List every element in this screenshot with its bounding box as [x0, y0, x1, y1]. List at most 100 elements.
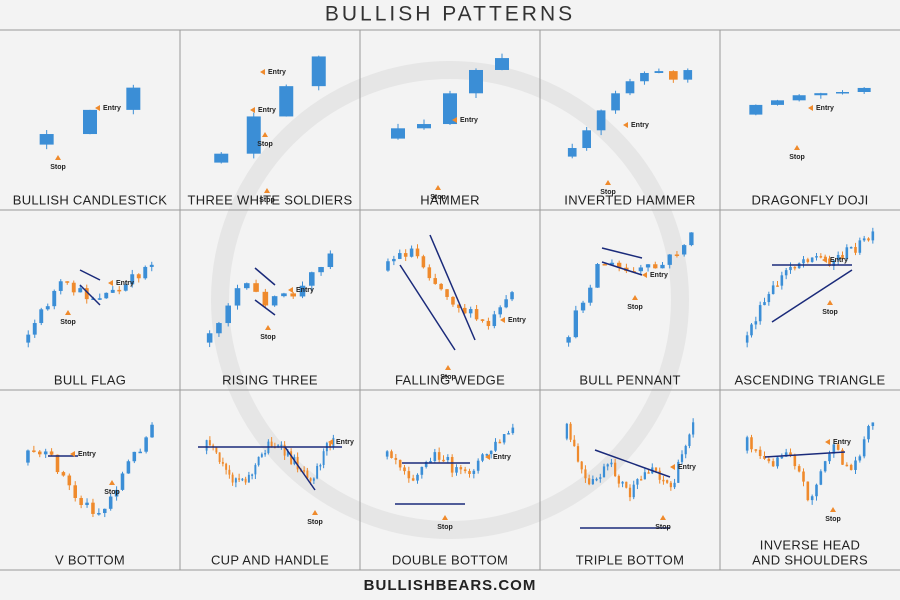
candle	[85, 502, 89, 505]
candle	[602, 466, 606, 478]
candle	[815, 484, 818, 497]
candle	[150, 424, 154, 438]
candle	[845, 247, 849, 259]
stop-arrow	[830, 507, 836, 512]
candle	[55, 454, 60, 473]
stop-arrow	[265, 325, 271, 330]
candle	[108, 496, 113, 509]
candle	[797, 466, 801, 472]
candle	[149, 264, 154, 267]
trend-line	[399, 264, 456, 351]
candle	[476, 460, 480, 471]
candle	[580, 461, 583, 470]
candle	[495, 58, 509, 70]
candle	[750, 437, 753, 450]
candle	[654, 71, 664, 73]
entry-arrow	[623, 122, 628, 128]
pattern-name: DRAGONFLY DOJI	[751, 192, 868, 207]
stop-arrow	[794, 145, 800, 150]
candle	[828, 258, 831, 267]
candle	[332, 437, 335, 447]
pattern-name: BULLISH CANDLESTICK	[13, 192, 168, 207]
candle	[254, 465, 257, 475]
entry-arrow	[328, 439, 333, 445]
candle	[602, 264, 607, 266]
candle	[322, 451, 325, 465]
candle	[784, 270, 788, 276]
candle	[283, 444, 286, 456]
candle	[463, 307, 467, 314]
entry-arrow	[485, 454, 490, 460]
stop-label: Stop	[60, 319, 76, 326]
watermark	[211, 61, 689, 539]
candle	[680, 454, 684, 462]
entry-arrow	[822, 257, 827, 263]
trend-line	[254, 299, 276, 316]
candle	[429, 460, 432, 463]
candle	[776, 457, 779, 467]
candle	[841, 449, 844, 465]
candle	[647, 472, 650, 474]
entry-label: Entry	[268, 69, 286, 76]
stop-label: Stop	[257, 141, 273, 148]
entry-arrow	[642, 272, 647, 278]
candle	[306, 470, 309, 479]
candle	[445, 289, 449, 297]
pattern-name: TRIPLE BOTTOM	[576, 552, 684, 567]
candle	[38, 451, 42, 455]
candle	[319, 464, 322, 467]
candle	[828, 453, 831, 462]
title: BULLISH PATTERNS	[325, 3, 575, 26]
candle	[606, 464, 609, 467]
candle	[318, 267, 324, 273]
candle	[474, 309, 479, 320]
stop-arrow	[262, 132, 268, 137]
candle	[841, 254, 844, 259]
pattern-name: BULL PENNANT	[579, 372, 680, 387]
candle	[502, 434, 506, 443]
stop-arrow	[109, 480, 115, 485]
pattern-name: AND SHOULDERS	[752, 552, 868, 567]
candle	[386, 261, 390, 271]
candle	[815, 256, 818, 258]
candle	[871, 422, 875, 427]
candle	[451, 296, 455, 305]
candle	[316, 465, 319, 479]
candle	[504, 299, 508, 308]
entry-arrow	[670, 464, 675, 470]
candle	[270, 441, 273, 447]
pattern-name: INVERSE HEAD	[760, 537, 860, 552]
candle	[625, 81, 635, 94]
trend-line	[771, 269, 853, 323]
candle	[446, 457, 450, 461]
candle	[394, 457, 398, 460]
candle	[241, 478, 244, 481]
candle	[392, 258, 396, 262]
candle	[71, 282, 76, 293]
candle	[65, 281, 70, 283]
candle	[758, 449, 762, 456]
stop-label: Stop	[437, 524, 453, 531]
candle	[110, 289, 115, 293]
candle	[802, 259, 805, 264]
candle	[645, 264, 651, 268]
candle	[97, 298, 102, 300]
entry-label: Entry	[650, 272, 668, 279]
candle	[576, 446, 580, 462]
candle	[566, 337, 571, 343]
candle	[433, 278, 437, 284]
candle	[417, 124, 431, 129]
candle	[498, 307, 502, 315]
candle	[573, 310, 578, 338]
candle	[492, 314, 497, 327]
candle	[26, 334, 31, 343]
candle	[468, 471, 471, 474]
candle	[214, 153, 229, 163]
candle	[32, 323, 37, 335]
candle	[144, 437, 148, 452]
candle	[26, 450, 30, 463]
stop-arrow	[827, 300, 833, 305]
candle	[78, 288, 83, 293]
candle	[303, 470, 306, 472]
stop-label: Stop	[104, 489, 120, 496]
